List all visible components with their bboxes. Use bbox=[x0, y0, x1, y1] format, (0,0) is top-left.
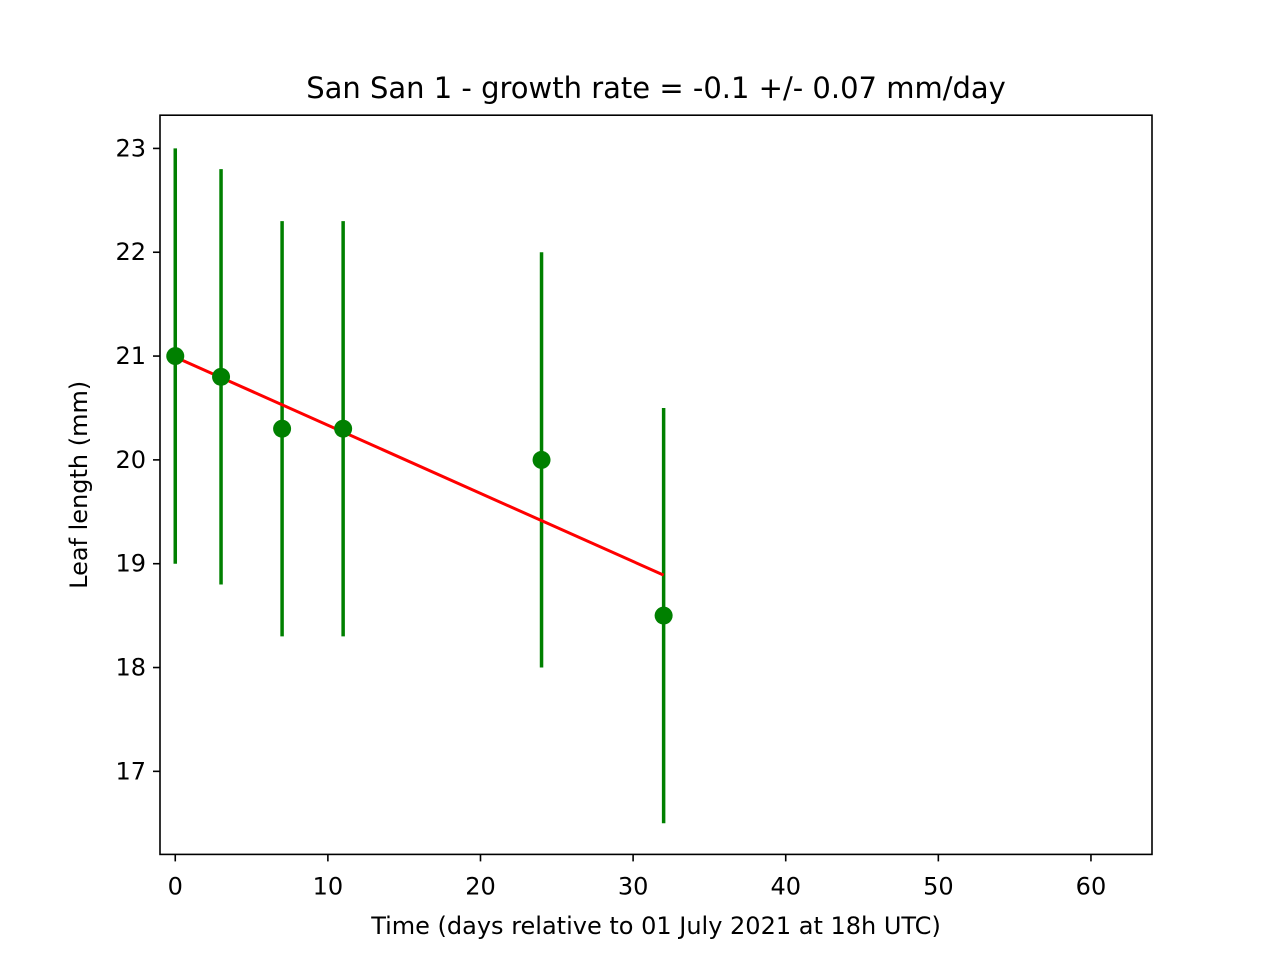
data-point bbox=[212, 367, 231, 386]
y-tick-label: 23 bbox=[115, 134, 146, 162]
data-point bbox=[273, 419, 292, 438]
y-tick-label: 21 bbox=[115, 342, 146, 370]
x-axis: 0 10 20 30 40 50 60 bbox=[168, 854, 1107, 900]
x-axis-label: Time (days relative to 01 July 2021 at 1… bbox=[370, 912, 941, 940]
y-tick-label: 19 bbox=[115, 550, 146, 578]
fit-line bbox=[174, 355, 665, 577]
y-tick-label: 22 bbox=[115, 238, 146, 266]
data-point bbox=[654, 606, 673, 625]
chart-title: San San 1 - growth rate = -0.1 +/- 0.07 … bbox=[306, 71, 1006, 105]
x-tick-label: 30 bbox=[618, 872, 649, 900]
data-point bbox=[532, 450, 551, 469]
y-tick-label: 17 bbox=[115, 757, 146, 785]
y-axis-label: Leaf length (mm) bbox=[65, 381, 93, 589]
y-tick-label: 18 bbox=[115, 654, 146, 682]
x-tick-label: 10 bbox=[313, 872, 344, 900]
data-point bbox=[334, 419, 353, 438]
x-tick-label: 0 bbox=[168, 872, 183, 900]
x-tick-label: 60 bbox=[1076, 872, 1107, 900]
x-tick-label: 50 bbox=[923, 872, 954, 900]
x-tick-label: 20 bbox=[465, 872, 496, 900]
data-point bbox=[166, 347, 185, 366]
axes-frame bbox=[159, 114, 1153, 856]
y-tick-label: 20 bbox=[115, 446, 146, 474]
x-tick-label: 40 bbox=[770, 872, 801, 900]
plot-area bbox=[166, 148, 673, 824]
y-axis: 17 18 19 20 21 22 23 bbox=[115, 134, 160, 785]
